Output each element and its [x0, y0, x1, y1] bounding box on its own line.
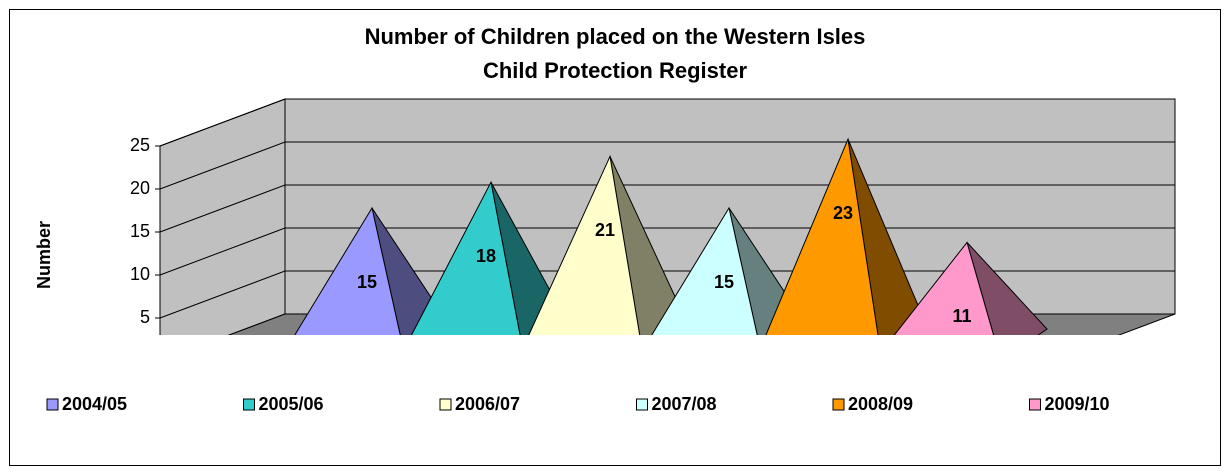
pyramid-front	[410, 180, 521, 335]
pyramid-front	[528, 154, 641, 335]
pyramid-front	[651, 206, 758, 335]
grid-line	[159, 98, 1175, 147]
value-label: 11	[952, 306, 971, 326]
legend-label: 2005/06	[259, 394, 324, 414]
value-label: 21	[595, 220, 615, 240]
value-label: 18	[476, 246, 496, 266]
legend-label: 2009/10	[1045, 394, 1110, 414]
legend-label: 2006/07	[455, 394, 520, 414]
value-label: 15	[357, 272, 377, 292]
pyramid-front	[893, 241, 995, 335]
y-tick-label: 20	[130, 178, 150, 198]
grid-line	[159, 141, 1175, 190]
legend-swatch	[243, 398, 255, 411]
legend-swatch	[1029, 398, 1041, 411]
y-tick-label: 5	[140, 307, 150, 327]
value-label: 15	[714, 272, 734, 292]
y-axis-label: Number	[34, 221, 54, 289]
plot-marks	[294, 137, 1048, 335]
legend-label: 2007/08	[652, 394, 717, 414]
chart-title: Child Protection Register	[483, 58, 747, 83]
pyramid-front	[765, 137, 879, 335]
chart-title: Number of Children placed on the Western…	[365, 24, 866, 49]
y-tick-label: 10	[130, 264, 150, 284]
legend-swatch	[46, 398, 59, 411]
grid-line	[159, 184, 1175, 233]
pyramid-front	[294, 206, 401, 335]
value-label: 23	[833, 203, 853, 223]
legend-label: 2004/05	[62, 394, 127, 414]
y-tick-label: 25	[130, 135, 150, 155]
legend-swatch	[439, 398, 452, 411]
legend-label: 2008/09	[848, 394, 913, 414]
legend-swatch	[832, 398, 845, 411]
legend-swatch	[636, 398, 648, 411]
y-tick-label: 15	[130, 221, 150, 241]
